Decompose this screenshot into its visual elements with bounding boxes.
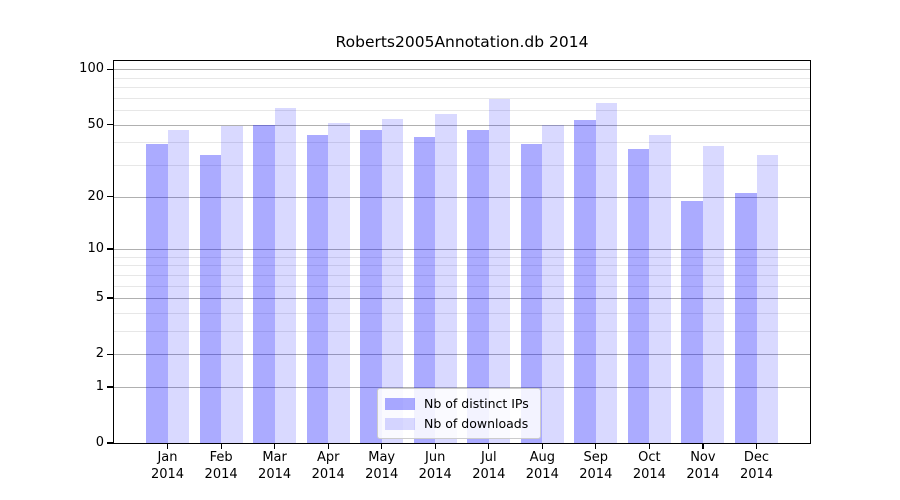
chart-title: Roberts2005Annotation.db 2014: [335, 33, 589, 51]
bar-downloads: [488, 99, 511, 443]
y-gridline-minor: [114, 142, 810, 144]
bar-downloads: [649, 134, 671, 443]
bar-distinct-ips: [467, 129, 489, 443]
x-tick-label: May 2014: [365, 450, 399, 482]
x-tick-label: Jul 2014: [472, 450, 506, 482]
y-gridline-minor: [114, 256, 810, 258]
x-tick-mark: [648, 443, 651, 449]
x-tick-mark: [166, 443, 169, 449]
y-gridline-minor: [114, 110, 810, 112]
y-tick-label: 10: [87, 240, 104, 256]
x-tick-mark: [327, 443, 329, 449]
bar-downloads: [435, 114, 457, 443]
y-gridline-minor: [114, 165, 810, 166]
bar-downloads: [167, 129, 189, 443]
legend: Nb of distinct IPs Nb of downloads: [377, 388, 541, 439]
y-gridline-minor: [114, 274, 810, 276]
x-tick-label: Mar 2014: [258, 450, 292, 482]
y-gridline-minor: [114, 330, 810, 332]
bar-downloads: [221, 126, 243, 443]
legend-row-downloads: Nb of downloads: [385, 416, 529, 431]
y-gridline-minor: [114, 312, 810, 314]
x-tick-mark: [541, 443, 543, 449]
bar-distinct-ips: [199, 155, 222, 443]
y-tick-label: 50: [87, 116, 104, 132]
y-gridline-major: [114, 196, 810, 198]
bar-distinct-ips: [146, 144, 168, 443]
bar-distinct-ips: [520, 144, 543, 443]
legend-swatch-downloads: [385, 417, 415, 430]
y-tick-label: 1: [95, 378, 104, 394]
x-tick-label: Jan 2014: [150, 450, 185, 482]
bar-distinct-ips: [574, 120, 596, 443]
plot-area: Nb of distinct IPs Nb of downloads: [113, 60, 811, 444]
y-tick-mark: [107, 248, 113, 250]
y-tick-mark: [107, 297, 113, 299]
x-tick-mark: [488, 443, 490, 449]
legend-label-distinct-ips: Nb of distinct IPs: [424, 396, 529, 411]
x-tick-label: Jun 2014: [418, 450, 452, 482]
y-tick-mark: [107, 386, 113, 388]
y-gridline-major: [114, 248, 810, 250]
bar-downloads: [542, 124, 564, 443]
x-tick-label: Aug 2014: [525, 450, 559, 482]
bar-distinct-ips: [681, 200, 703, 443]
x-tick-mark: [595, 443, 597, 449]
x-tick-label: Apr 2014: [311, 450, 345, 482]
y-gridline-minor: [114, 285, 810, 287]
x-tick-mark: [274, 443, 276, 449]
x-tick-mark: [220, 443, 222, 449]
bar-downloads: [328, 123, 350, 443]
y-tick-mark: [107, 68, 113, 71]
bar-downloads: [381, 118, 404, 443]
y-gridline-major: [114, 297, 810, 299]
bar-distinct-ips: [306, 134, 329, 443]
y-tick-label: 20: [87, 188, 104, 204]
x-tick-mark: [434, 443, 436, 449]
legend-swatch-distinct-ips: [385, 397, 415, 410]
y-tick-mark: [107, 442, 113, 444]
x-tick-label: Nov 2014: [686, 450, 720, 482]
bar-downloads: [595, 102, 618, 443]
x-tick-label: Sep 2014: [579, 450, 613, 482]
bar-distinct-ips: [253, 124, 275, 443]
y-tick-mark: [107, 353, 113, 355]
y-tick-mark: [107, 195, 113, 198]
y-gridline-minor: [114, 265, 810, 267]
y-gridline-minor: [114, 97, 810, 99]
bar-downloads: [702, 146, 725, 443]
y-tick-label: 2: [95, 346, 104, 362]
x-tick-mark: [702, 443, 704, 449]
y-tick-label: 100: [79, 61, 104, 77]
x-tick-label: Feb 2014: [204, 450, 238, 482]
bar-distinct-ips: [735, 192, 757, 443]
bar-downloads: [756, 155, 778, 443]
x-tick-mark: [755, 443, 758, 449]
y-gridline-major: [114, 354, 810, 356]
bar-distinct-ips: [360, 129, 382, 443]
bar-distinct-ips: [413, 136, 436, 443]
legend-label-downloads: Nb of downloads: [424, 416, 529, 431]
y-gridline-minor: [114, 77, 810, 79]
y-gridline-minor: [114, 87, 810, 89]
y-gridline-major: [114, 124, 810, 126]
y-tick-label: 0: [95, 435, 104, 450]
y-gridline-major: [114, 69, 810, 71]
y-tick-mark: [107, 124, 113, 126]
legend-row-distinct-ips: Nb of distinct IPs: [385, 396, 529, 411]
bar-downloads: [274, 107, 297, 443]
y-gridline-major: [114, 386, 810, 388]
y-tick-label: 5: [95, 289, 104, 305]
x-tick-label: Oct 2014: [632, 450, 666, 482]
x-tick-mark: [381, 443, 383, 449]
bar-distinct-ips: [627, 148, 650, 443]
x-tick-label: Dec 2014: [739, 450, 774, 482]
